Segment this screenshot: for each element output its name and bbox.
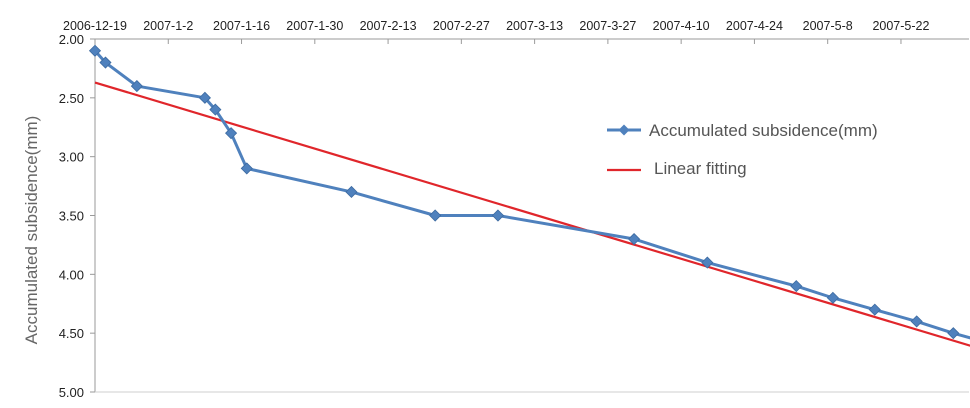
y-tick-label: 4.50 (59, 326, 84, 341)
x-tick-label: 2007-3-13 (506, 19, 563, 33)
legend-label-subsidence: Accumulated subsidence(mm) (649, 121, 878, 140)
subsidence-data-point (99, 56, 112, 69)
x-tick-label: 2007-5-22 (872, 19, 929, 33)
subsidence-data-point (345, 185, 358, 199)
x-tick-label: 2007-1-2 (143, 19, 193, 33)
x-tick-label: 2007-3-27 (579, 19, 636, 33)
subsidence-data-point (209, 103, 222, 116)
linear-fit-line (94, 81, 970, 347)
subsidence-data-point (429, 209, 442, 222)
y-tick-label: 3.00 (59, 150, 84, 165)
series-layer (88, 44, 970, 347)
legend-marker-subsidence (618, 124, 630, 136)
subsidence-data-point (790, 280, 803, 293)
y-axis-label: Accumulated subsidence(mm) (22, 116, 41, 345)
x-tick-label: 2007-2-27 (433, 19, 490, 33)
subsidence-data-point (198, 91, 211, 104)
subsidence-data-point (910, 315, 923, 328)
x-tick-label: 2007-1-30 (286, 19, 343, 33)
x-tick-label: 2007-5-8 (803, 19, 853, 33)
subsidence-data-point (240, 162, 253, 175)
subsidence-data-point (701, 256, 714, 269)
x-tick-label: 2007-4-10 (653, 19, 710, 33)
subsidence-data-point (130, 80, 143, 93)
x-tick-label: 2007-1-16 (213, 19, 270, 33)
x-tick-label: 2007-4-24 (726, 19, 783, 33)
legend-label-linear-fit: Linear fitting (654, 159, 747, 178)
y-tick-label: 3.50 (59, 209, 84, 224)
y-tick-label: 2.50 (59, 91, 84, 106)
subsidence-data-point (826, 291, 839, 304)
plot-frame (94, 38, 969, 393)
subsidence-data-point (225, 127, 238, 140)
y-tick-label: 4.00 (59, 267, 84, 282)
subsidence-series-line (93, 49, 970, 340)
y-axis-ticks: 2.00 2.50 3.00 3.50 4.00 4.50 5.00 (59, 32, 95, 400)
x-axis-ticks: 2006-12-19 2007-1-2 2007-1-16 2007-1-30 2007… (63, 19, 930, 44)
y-tick-label: 5.00 (59, 385, 84, 400)
x-tick-label: 2006-12-19 (63, 19, 127, 33)
subsidence-data-point (947, 327, 960, 340)
y-tick-label: 2.00 (59, 32, 84, 47)
legend: Accumulated subsidence(mm) Linear fitting (607, 121, 878, 178)
x-tick-label: 2007-2-13 (360, 19, 417, 33)
subsidence-data-point (868, 303, 881, 316)
subsidence-data-point (627, 232, 641, 246)
subsidence-data-point (491, 209, 505, 222)
subsidence-data-point (88, 44, 102, 57)
